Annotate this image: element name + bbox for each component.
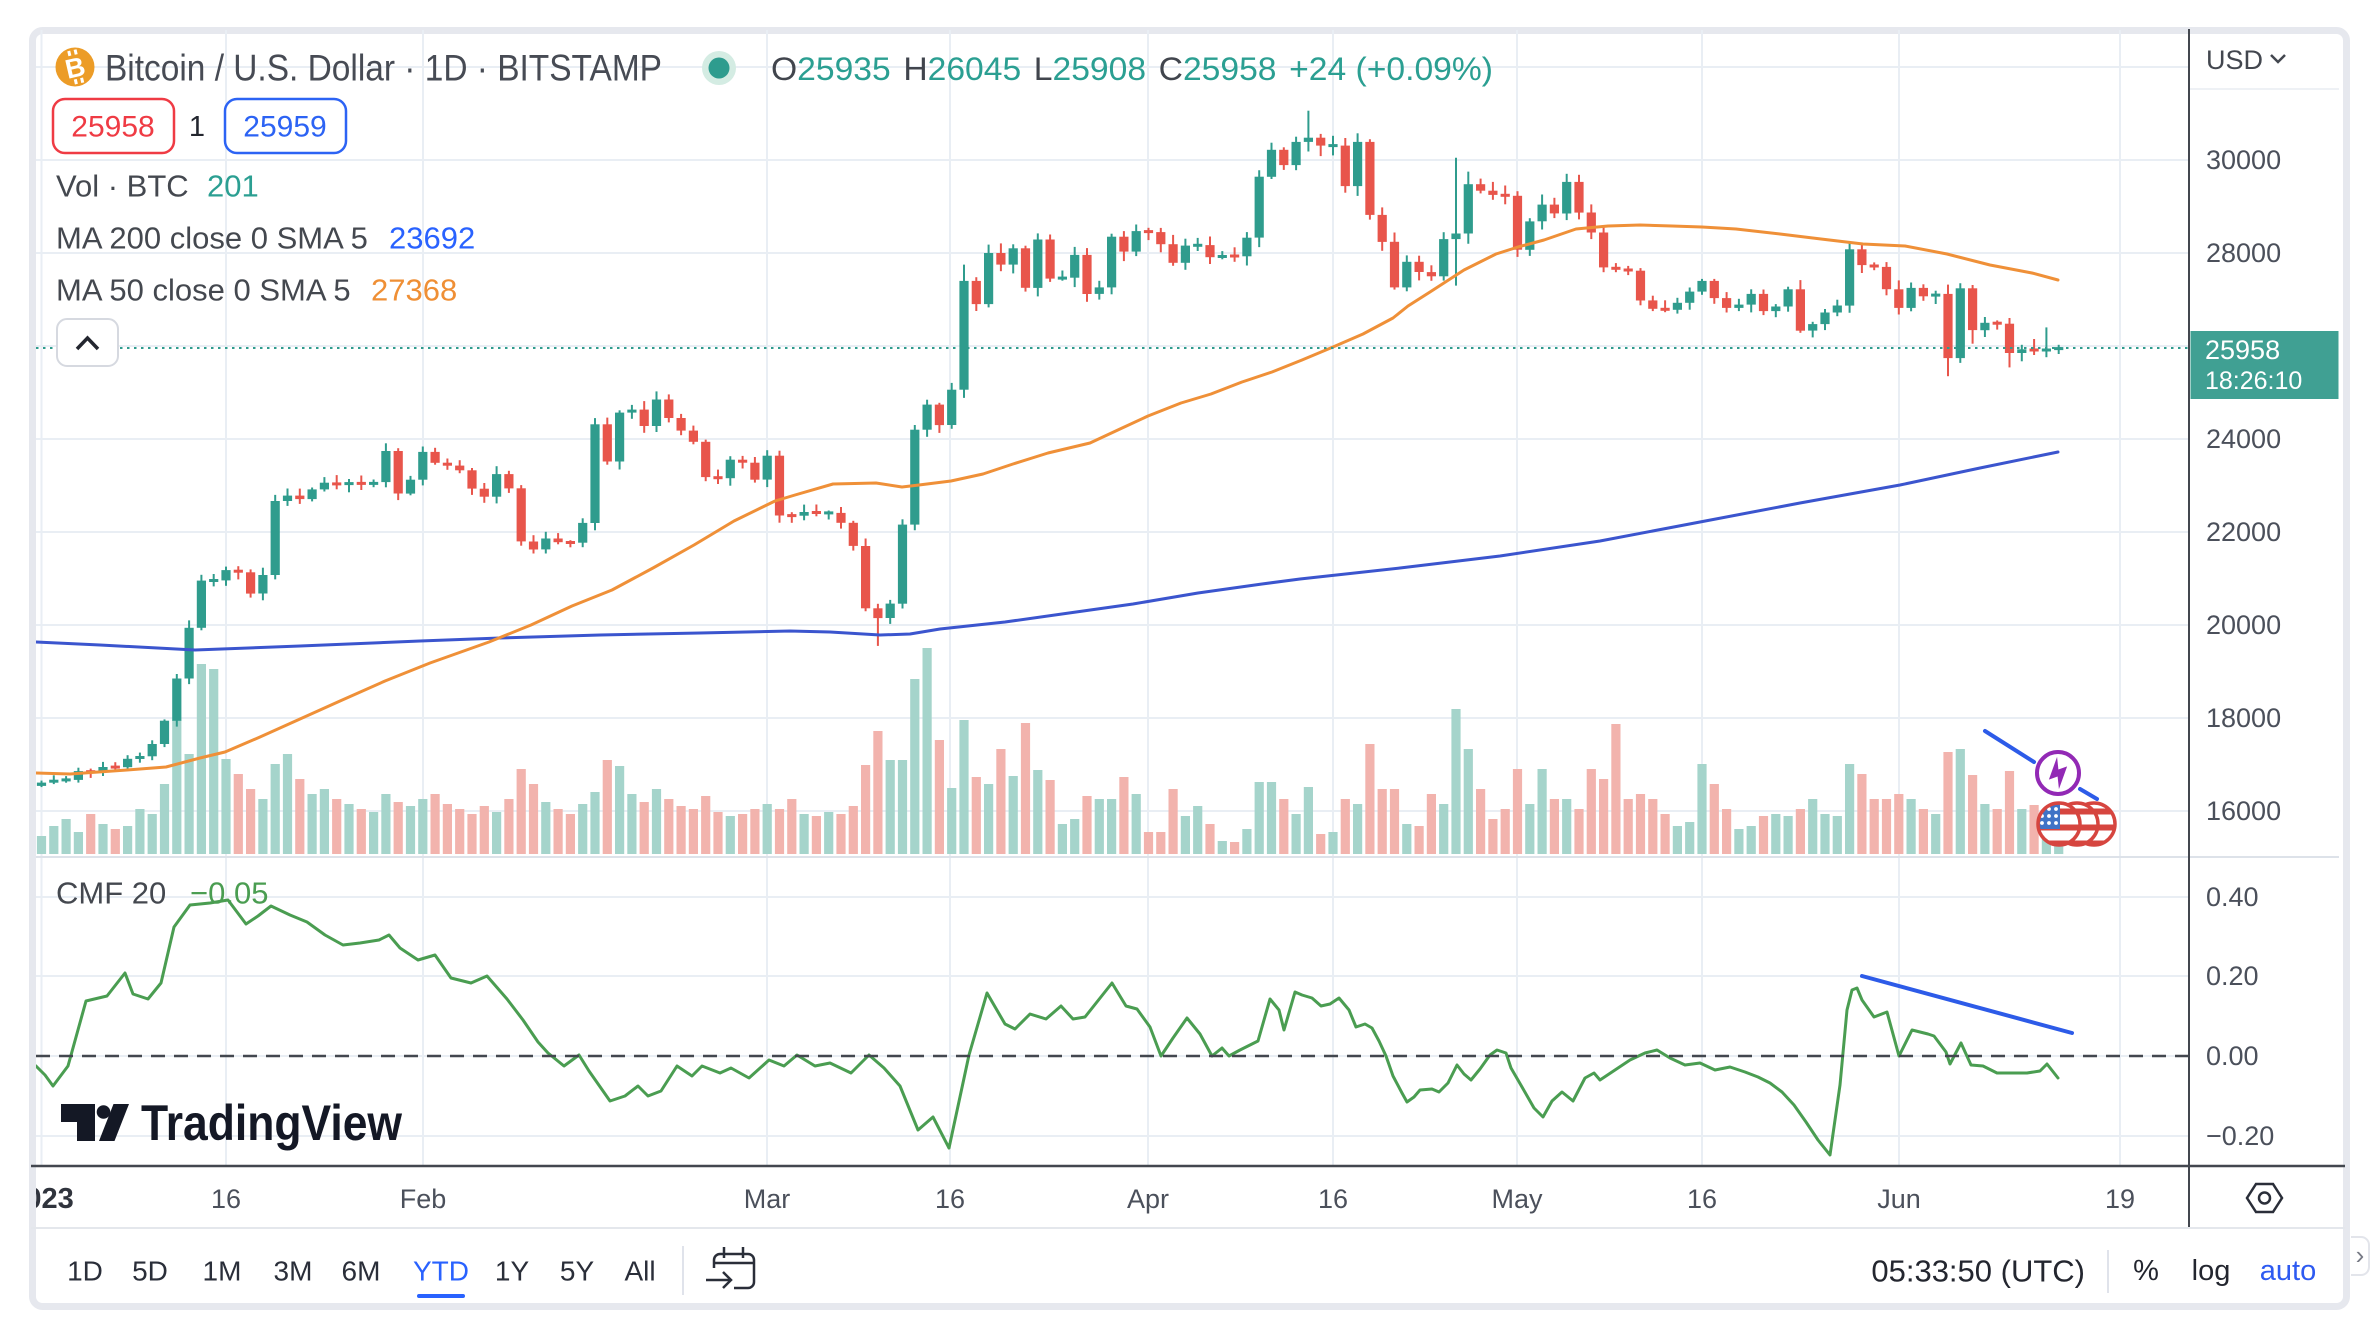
svg-text:−0.20: −0.20 bbox=[2206, 1121, 2274, 1151]
svg-text:May: May bbox=[1491, 1184, 1543, 1214]
svg-text:5Y: 5Y bbox=[560, 1256, 595, 1287]
svg-text:YTD: YTD bbox=[413, 1256, 469, 1287]
svg-text:6M: 6M bbox=[342, 1256, 381, 1287]
svg-text:−0.05: −0.05 bbox=[190, 876, 268, 911]
svg-text:TradingView: TradingView bbox=[141, 1095, 402, 1151]
svg-text:28000: 28000 bbox=[2206, 238, 2281, 268]
svg-text:MA 200 close 0 SMA 5: MA 200 close 0 SMA 5 bbox=[56, 221, 368, 256]
svg-text:19: 19 bbox=[2105, 1184, 2135, 1214]
svg-text:auto: auto bbox=[2260, 1255, 2316, 1287]
svg-text:201: 201 bbox=[207, 169, 259, 204]
svg-text:log: log bbox=[2192, 1255, 2231, 1287]
svg-text:3M: 3M bbox=[274, 1256, 313, 1287]
svg-text:25959: 25959 bbox=[243, 111, 326, 144]
svg-text:16: 16 bbox=[935, 1184, 965, 1214]
svg-text:Jun: Jun bbox=[1877, 1184, 1921, 1214]
svg-text:16: 16 bbox=[1318, 1184, 1348, 1214]
svg-text:All: All bbox=[624, 1256, 655, 1287]
svg-text:0.00: 0.00 bbox=[2206, 1041, 2259, 1071]
svg-text:27368: 27368 bbox=[371, 273, 457, 308]
svg-text:16000: 16000 bbox=[2206, 796, 2281, 826]
svg-text:05:33:50 (UTC): 05:33:50 (UTC) bbox=[1871, 1254, 2085, 1289]
svg-text:25958: 25958 bbox=[2205, 335, 2280, 365]
svg-text:20000: 20000 bbox=[2206, 610, 2281, 640]
svg-text:%: % bbox=[2133, 1255, 2159, 1287]
svg-text:Vol · BTC: Vol · BTC bbox=[56, 169, 189, 204]
svg-text:16: 16 bbox=[1687, 1184, 1717, 1214]
svg-text:Bitcoin / U.S. Dollar · 1D · B: Bitcoin / U.S. Dollar · 1D · BITSTAMP bbox=[105, 48, 662, 89]
svg-text:CMF 20: CMF 20 bbox=[56, 876, 166, 911]
svg-text:25958: 25958 bbox=[71, 111, 154, 144]
svg-text:Apr: Apr bbox=[1127, 1184, 1169, 1214]
svg-text:24000: 24000 bbox=[2206, 424, 2281, 454]
svg-text:22000: 22000 bbox=[2206, 517, 2281, 547]
svg-text:0.20: 0.20 bbox=[2206, 961, 2259, 991]
svg-text:30000: 30000 bbox=[2206, 145, 2281, 175]
svg-text:18000: 18000 bbox=[2206, 703, 2281, 733]
svg-text:1M: 1M bbox=[203, 1256, 242, 1287]
svg-text:1Y: 1Y bbox=[495, 1256, 530, 1287]
svg-text:1D: 1D bbox=[67, 1256, 103, 1287]
svg-text:23692: 23692 bbox=[389, 221, 475, 256]
svg-text:18:26:10: 18:26:10 bbox=[2205, 367, 2302, 395]
svg-text:Mar: Mar bbox=[744, 1184, 791, 1214]
svg-text:Feb: Feb bbox=[400, 1184, 447, 1214]
svg-text:0.40: 0.40 bbox=[2206, 882, 2259, 912]
svg-text:USD: USD bbox=[2206, 45, 2263, 75]
svg-text:5D: 5D bbox=[132, 1256, 168, 1287]
svg-text:MA 50 close 0 SMA 5: MA 50 close 0 SMA 5 bbox=[56, 273, 351, 308]
svg-text:16: 16 bbox=[211, 1184, 241, 1214]
svg-text:›: › bbox=[2356, 1240, 2365, 1270]
svg-text:2023: 2023 bbox=[9, 1183, 74, 1215]
svg-text:1: 1 bbox=[189, 111, 205, 143]
